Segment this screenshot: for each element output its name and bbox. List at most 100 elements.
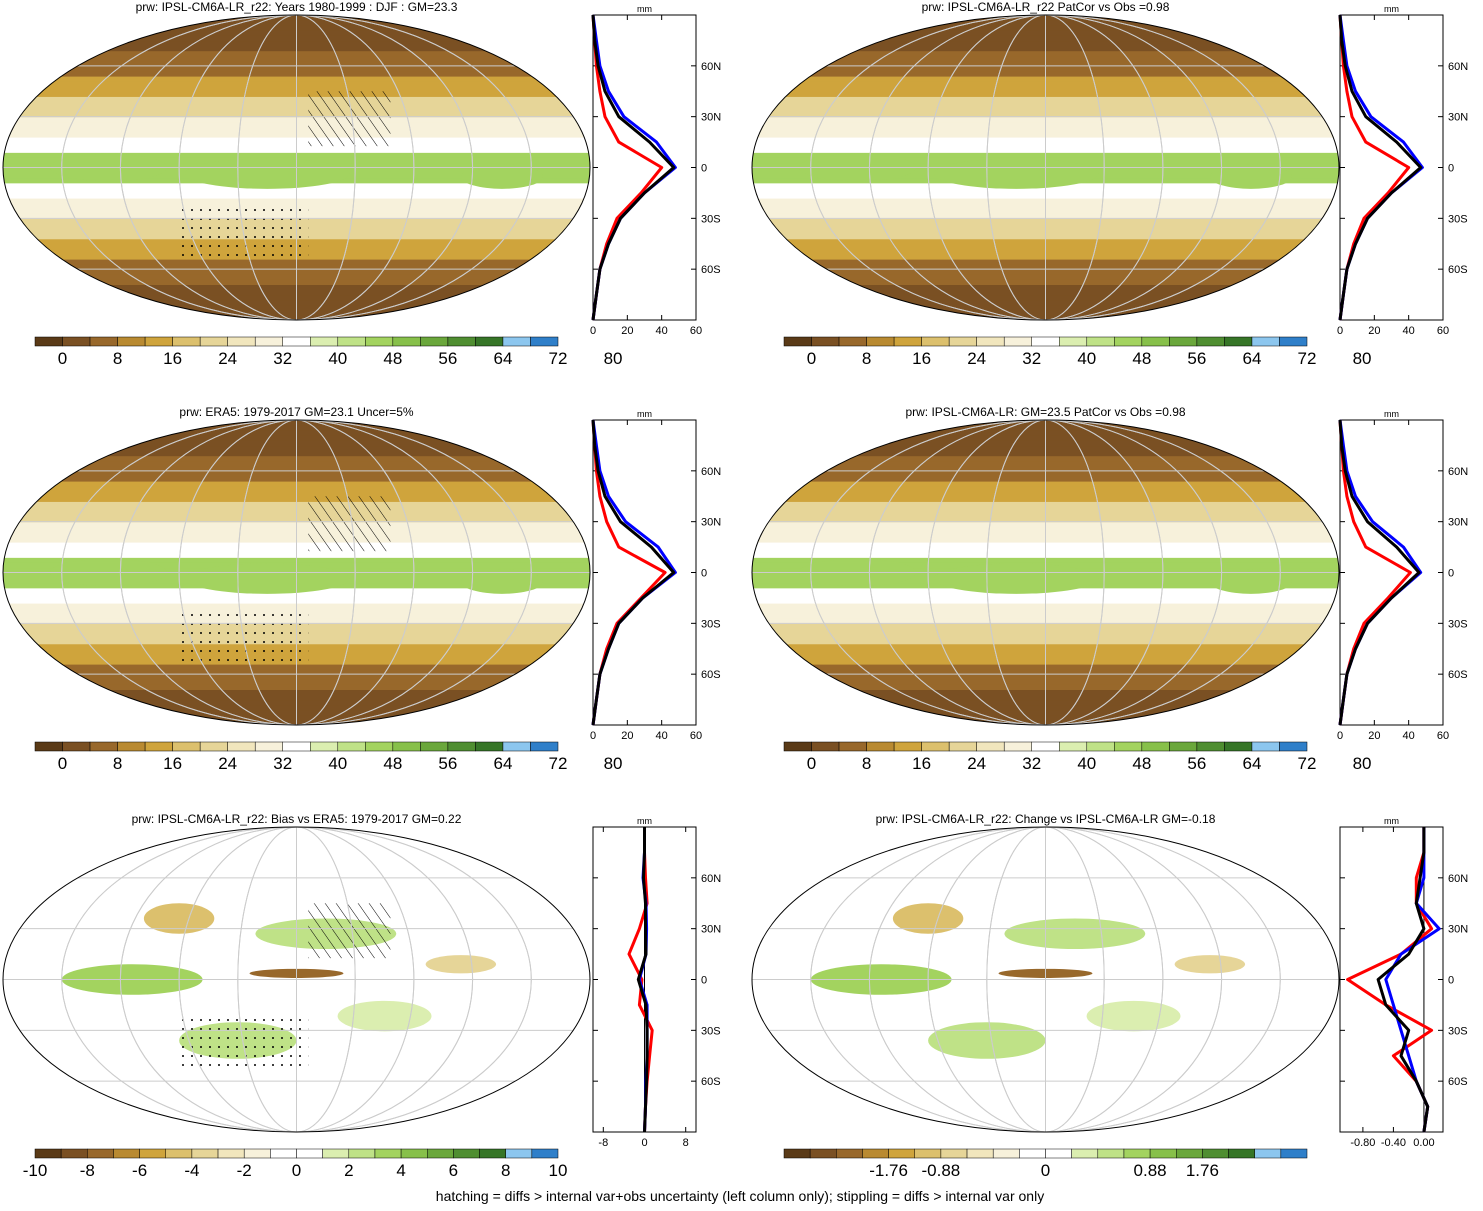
colorbar-bin [447, 336, 476, 347]
colorbar-bin [811, 741, 840, 752]
profile-ytick-label: 0 [701, 163, 707, 175]
colorbar-bin [1114, 741, 1143, 752]
panel-4: prw: IPSL-CM6A-LR: GM=23.5 PatCor vs Obs… [751, 405, 1468, 773]
profile-ytick-label: 30S [701, 618, 721, 630]
colorbar-bin [144, 741, 173, 752]
colorbar-bin [783, 741, 812, 752]
profile-ytick-label: 60N [1448, 873, 1468, 885]
colorbar-bin [34, 336, 63, 347]
colorbar-bin [60, 1148, 88, 1159]
graticule-lon [927, 827, 1164, 1132]
panel-1: prw: IPSL-CM6A-LR_r22: Years 1980-1999 :… [2, 0, 721, 368]
colorbar-tick-label: 8 [862, 754, 871, 773]
colorbar-bin [1169, 336, 1198, 347]
colorbar-bin [282, 741, 311, 752]
colorbar-tick-label: 72 [549, 349, 568, 368]
graticule-lon [178, 827, 415, 1132]
colorbar-tick-label: 72 [1298, 754, 1317, 773]
profile-series3-line [1376, 827, 1430, 1133]
colorbar-bin [1224, 336, 1253, 347]
profile-frame [1339, 419, 1444, 726]
colorbar-bin [921, 741, 950, 752]
colorbar-tick-label: 72 [549, 754, 568, 773]
colorbar-tick-label: -0.88 [922, 1161, 961, 1180]
colorbar-tick-label: 56 [1187, 754, 1206, 773]
profile-ytick-label: 30S [1448, 1025, 1468, 1037]
profile-xtick-label: 40 [1403, 730, 1415, 742]
moist-region [933, 158, 1099, 189]
profile-ytick-label: 30S [701, 1025, 721, 1037]
graticule-lon [61, 15, 532, 320]
colorbar-bin [227, 741, 256, 752]
map-border [751, 826, 1340, 1133]
moist-region [1209, 164, 1293, 189]
colorbar-bin [1114, 336, 1143, 347]
profile-xtick-label: 40 [656, 325, 668, 337]
panel-title: prw: ERA5: 1979-2017 GM=23.1 Uncer=5% [179, 405, 413, 419]
colorbar-tick-label: -6 [132, 1161, 147, 1180]
colorbar-bin [1097, 1148, 1125, 1159]
colorbar-tick-label: 0 [58, 349, 67, 368]
colorbar-bin [1224, 741, 1253, 752]
colorbar-bin [836, 1148, 863, 1159]
colorbar-bin [838, 336, 867, 347]
colorbar-bin [992, 1148, 1020, 1159]
colorbar-tick-label: 16 [163, 349, 182, 368]
colorbar-bin [139, 1148, 167, 1159]
profile-xtick-label: 0 [1337, 730, 1343, 742]
colorbar-tick-label: 16 [163, 754, 182, 773]
colorbar-bin [531, 1148, 559, 1159]
graticule-lon [868, 827, 1223, 1132]
colorbar-tick-label: 48 [1132, 349, 1151, 368]
colorbar-tick-label: 64 [493, 349, 512, 368]
colorbar-tick-label: 32 [1022, 349, 1041, 368]
graticule-lon [810, 15, 1281, 320]
profile-ytick-label: 30N [701, 112, 721, 124]
profile-ytick-label: 30N [1448, 924, 1468, 936]
anomaly-blob [425, 955, 497, 974]
profile-ytick-label: 0 [701, 975, 707, 987]
colorbar-bin [165, 1148, 193, 1159]
profile-xtick-label: 0 [641, 1137, 647, 1149]
colorbar-tick-label: 8 [862, 349, 871, 368]
colorbar-bin [296, 1148, 323, 1159]
profile-ytick-label: 60S [1448, 1076, 1468, 1088]
profile-ytick-label: 60S [1448, 669, 1468, 681]
colorbar-tick-label: 80 [1353, 754, 1372, 773]
colorbar-bin [1202, 1148, 1229, 1159]
colorbar-tick-label: 16 [912, 349, 931, 368]
moist-region [933, 563, 1099, 594]
colorbar-bin [1254, 1148, 1282, 1159]
stippling-area [179, 204, 309, 259]
colorbar-bin [866, 741, 895, 752]
colorbar-tick-label: 40 [1077, 349, 1096, 368]
profile-unit: mm [1384, 4, 1399, 14]
colorbar-bin [1228, 1148, 1255, 1159]
anomaly-blob [892, 903, 964, 934]
colorbar-bin [862, 1148, 889, 1159]
colorbar-bin [1086, 336, 1115, 347]
anomaly-blob [928, 1022, 1046, 1059]
colorbar-bin [1086, 741, 1115, 752]
graticule-lon [986, 420, 1105, 725]
colorbar-bin [227, 336, 256, 347]
graticule-lon [178, 420, 415, 725]
panel-title: prw: IPSL-CM6A-LR_r22: Years 1980-1999 :… [136, 0, 458, 14]
map-border [2, 826, 591, 1133]
colorbar-bin [447, 741, 476, 752]
colorbar-tick-label: 1.76 [1186, 1161, 1219, 1180]
colorbar-bin [89, 741, 118, 752]
panel-2: prw: IPSL-CM6A-LR_r22 PatCor vs Obs =0.9… [751, 0, 1468, 368]
profile-series3-line [1338, 14, 1423, 321]
map-border [2, 14, 591, 321]
profile-frame [592, 14, 697, 321]
profile-series1-line [591, 14, 664, 321]
profile-xtick-label: 40 [1403, 325, 1415, 337]
colorbar-bin [948, 336, 977, 347]
colorbar-bin [1019, 1148, 1046, 1159]
colorbar-tick-label: -2 [237, 1161, 252, 1180]
colorbar-tick-label: 40 [328, 754, 347, 773]
colorbar-bin [1031, 741, 1060, 752]
colorbar-bin [530, 336, 559, 347]
profile-ytick-label: 0 [1448, 163, 1454, 175]
